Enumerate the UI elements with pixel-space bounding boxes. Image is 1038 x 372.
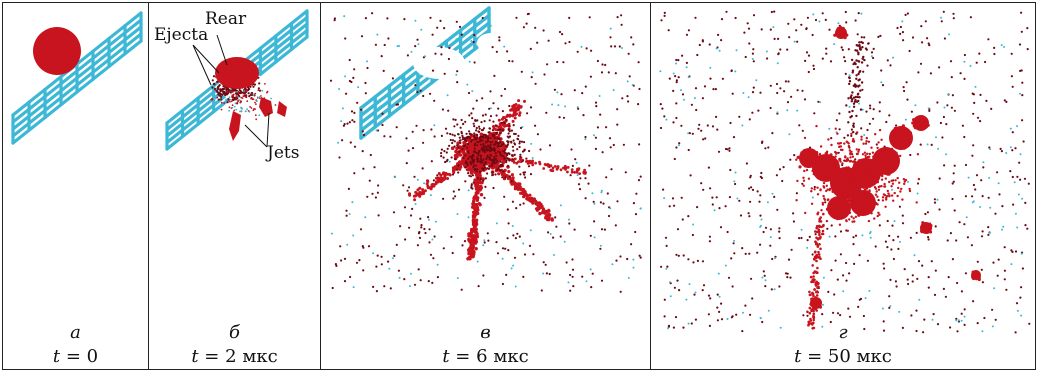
panel-d-letter: г [838,322,848,343]
leader-lines [192,34,270,148]
label-jets: Jets [267,143,300,163]
label-rear: Rear [205,9,247,29]
debris-cloud [329,12,642,293]
time-value: 2 [225,346,237,367]
panel-a: а t = 0 [2,2,148,370]
time-var: t [52,346,61,367]
panel-d-time: t = 50 мкс [651,346,1035,367]
mesh-screen [11,11,143,145]
time-var: t [442,346,450,367]
time-unit: мкс [493,346,529,367]
panel-c-time: t = 6 мкс [321,346,650,367]
panel-c-image [329,6,642,293]
time-eq: = [65,346,81,367]
time-var: t [191,346,199,367]
jet-fragment [259,97,273,117]
time-value: 50 [827,346,851,367]
projectile-sphere [33,27,81,75]
debris-cloud [659,10,1031,334]
time-eq: = [204,346,220,367]
time-value: 6 [476,346,488,367]
time-unit: мкс [856,346,892,367]
panel-c: в t = 6 мкс [320,2,650,370]
time-var: t [794,346,802,367]
panel-b-time: t = 2 мкс [149,346,320,367]
panel-b-letter: б [229,322,240,343]
time-eq: = [455,346,471,367]
time-unit: мкс [242,346,278,367]
panel-d-image [659,10,1031,334]
time-value: 0 [86,346,99,367]
rear-fragment [215,57,259,89]
panel-c-letter: в [480,322,491,343]
panel-b-image [165,9,309,151]
jet-fragment [277,101,287,117]
panel-a-time: t = 0 [3,346,148,367]
time-eq: = [807,346,823,367]
panel-d: г t = 50 мкс [650,2,1036,370]
jet-fragment [229,111,241,141]
panel-b: Rear Ejecta Jets б t = 2 мкс [148,2,320,370]
panel-a-image [11,11,143,145]
label-ejecta: Ejecta [154,25,209,45]
mesh-screen [359,6,505,140]
panel-a-letter: а [70,322,81,343]
